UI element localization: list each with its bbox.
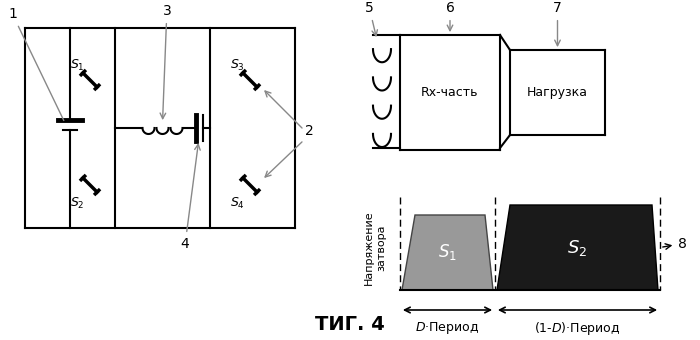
Text: 8: 8 (663, 237, 687, 251)
Polygon shape (497, 205, 658, 290)
Text: $S_4$: $S_4$ (230, 195, 245, 210)
Text: $D$·Период: $D$·Период (415, 320, 480, 336)
Text: 5: 5 (365, 1, 377, 36)
Text: 1: 1 (8, 7, 64, 120)
Text: Напряжение
затвора: Напряжение затвора (364, 210, 386, 285)
Text: $S_2$: $S_2$ (568, 238, 587, 257)
Text: 4: 4 (181, 144, 200, 251)
Text: Rx-часть: Rx-часть (421, 86, 479, 99)
Text: 7: 7 (553, 1, 562, 46)
Text: ΤИГ. 4: ΤИГ. 4 (315, 316, 385, 335)
Text: $(1$-$D)$·Период: $(1$-$D)$·Период (534, 320, 621, 337)
Text: 6: 6 (446, 1, 454, 31)
Text: Нагрузка: Нагрузка (527, 86, 588, 99)
Text: 3: 3 (160, 4, 172, 119)
Text: $S_3$: $S_3$ (230, 57, 245, 72)
Text: 2: 2 (305, 124, 314, 138)
Text: $S_1$: $S_1$ (70, 57, 85, 72)
Text: $S_1$: $S_1$ (438, 242, 457, 262)
Text: $S_2$: $S_2$ (70, 195, 85, 210)
Polygon shape (402, 215, 493, 290)
